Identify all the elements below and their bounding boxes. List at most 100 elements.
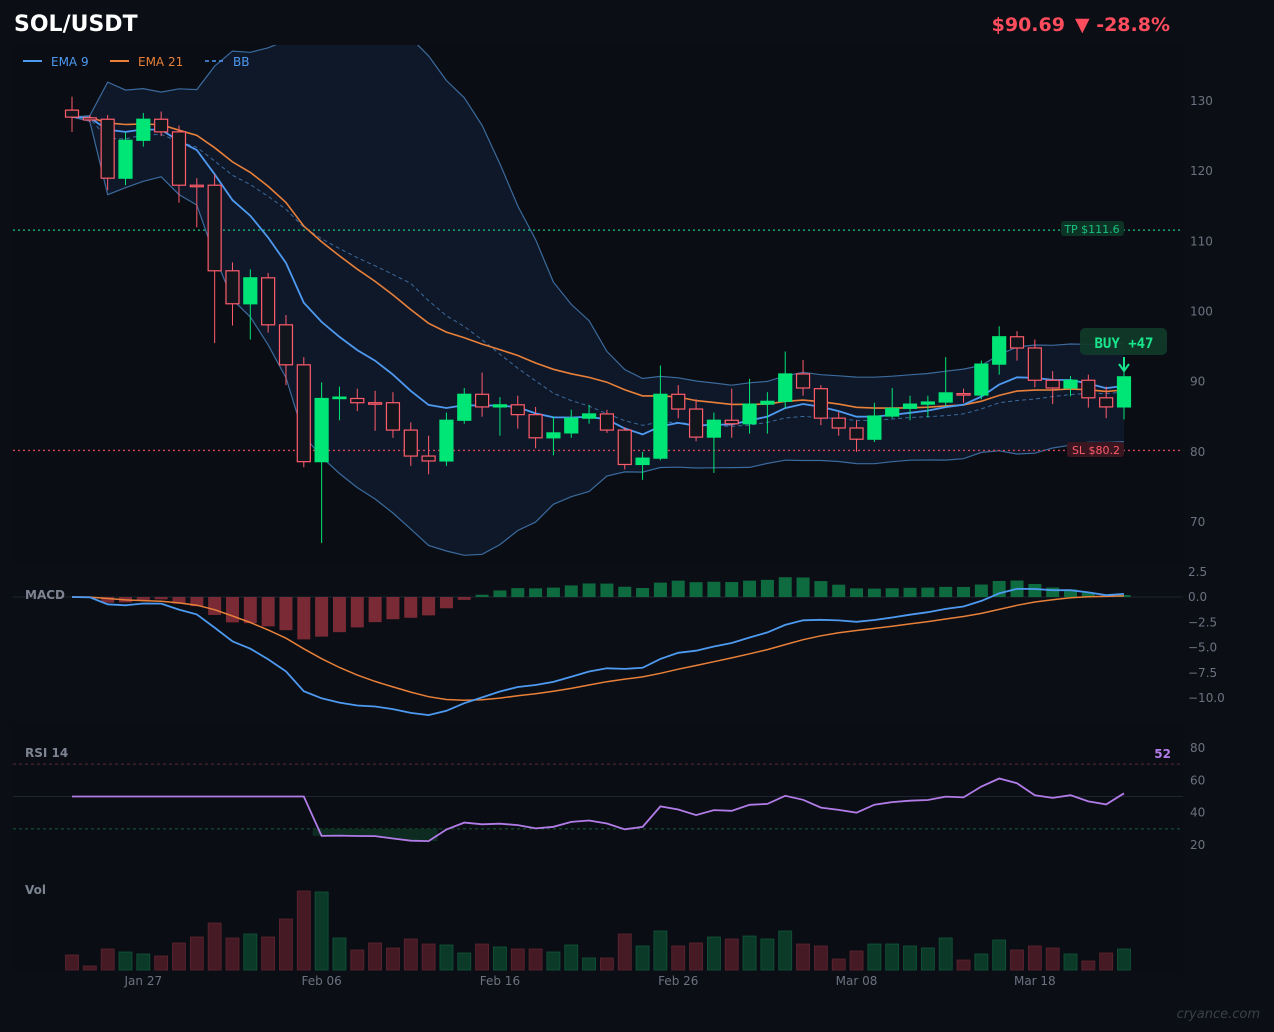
candle-body <box>564 417 579 434</box>
candle-body <box>510 404 525 416</box>
legend: EMA 9 EMA 21 BB <box>23 55 249 69</box>
macd-histogram-bar <box>903 587 917 597</box>
price-readout: $90.69 ▼ -28.8% <box>992 14 1170 36</box>
volume-bar <box>920 947 935 971</box>
axes: 130 120 110 100 90 80 70 2.5 0.0 −2.5 −5.0 −7.5 −10.… <box>124 94 1225 988</box>
candle-body <box>528 414 543 439</box>
macd-histogram-bar <box>511 588 525 597</box>
candle <box>546 416 561 456</box>
volume-bar <box>706 936 721 971</box>
bb-upper-line <box>71 45 1125 386</box>
candle-body <box>778 373 793 402</box>
volume-bar <box>885 943 900 971</box>
candle <box>849 420 864 452</box>
candle-body <box>350 397 365 404</box>
volume-bar <box>778 930 793 971</box>
macd-histogram-bar <box>867 588 881 597</box>
candle-body <box>171 131 187 186</box>
volume-bar <box>118 951 133 971</box>
candle <box>368 390 383 431</box>
volume-label: Vol <box>25 883 46 897</box>
volume-bar <box>1045 947 1060 971</box>
candle <box>885 387 900 419</box>
macd-histogram-bar <box>618 586 632 597</box>
volume-bar <box>421 943 436 971</box>
price-tick-label: 90 <box>1190 375 1205 389</box>
candle <box>528 406 543 449</box>
candle-body <box>403 429 418 457</box>
macd-histogram-bar <box>261 597 275 627</box>
candle <box>974 360 989 400</box>
macd-histogram-bar <box>172 597 186 604</box>
candle <box>296 357 311 468</box>
rsi-tick-label: 40 <box>1190 806 1205 820</box>
price-tick-label: 100 <box>1190 305 1213 319</box>
candle <box>64 96 80 132</box>
candle <box>100 115 115 191</box>
candle <box>385 392 401 438</box>
candle <box>243 269 258 340</box>
candle-body <box>617 429 632 466</box>
candle <box>599 409 615 433</box>
candle-body <box>974 363 989 396</box>
candle <box>1063 376 1078 397</box>
candle-body <box>724 419 739 425</box>
volume-bar <box>154 955 169 971</box>
candle-body <box>653 393 668 459</box>
volume-bar <box>671 945 686 971</box>
candle-body <box>1099 397 1114 408</box>
legend-ema21: EMA 21 <box>138 55 183 69</box>
volume-bar <box>546 951 561 971</box>
macd-tick-label: 0.0 <box>1188 590 1207 604</box>
volume-bar <box>528 948 543 971</box>
volume-bar <box>1081 960 1096 971</box>
macd-histogram-bar <box>707 581 721 597</box>
macd-histogram-bar <box>1028 583 1042 597</box>
macd-histogram-bar <box>582 583 596 597</box>
volume-bar <box>1063 953 1078 971</box>
candle <box>992 326 1007 375</box>
volume-bar <box>617 933 632 971</box>
candle-body <box>671 393 686 410</box>
macd-histogram-bar <box>225 597 239 623</box>
macd-histogram-bar <box>422 597 436 616</box>
macd-histogram-bar <box>101 597 115 603</box>
candle <box>742 378 757 434</box>
candle-body <box>813 388 828 419</box>
candle-body <box>207 184 222 272</box>
volume-bar <box>207 922 222 971</box>
candle-body <box>742 403 757 425</box>
volume-bar <box>849 950 864 971</box>
volume-bar <box>243 933 258 971</box>
volume-bar <box>136 953 151 971</box>
macd-histogram-bar <box>1081 592 1095 597</box>
macd-tick-label: −7.5 <box>1188 666 1217 680</box>
candle-body <box>314 397 329 463</box>
date-tick-label: Feb 06 <box>301 974 341 988</box>
volume-bar <box>742 935 757 971</box>
macd-histogram-bar <box>190 597 204 607</box>
macd-background <box>13 563 1183 723</box>
price-tick-label: 80 <box>1190 445 1205 459</box>
macd-histogram-bar <box>778 577 792 597</box>
volume-bar <box>600 957 614 971</box>
price-tick-label: 110 <box>1190 234 1213 248</box>
macd-histogram-bar <box>743 580 757 597</box>
candle-body <box>261 277 276 326</box>
candle <box>136 112 151 147</box>
candle-body <box>421 455 436 462</box>
rsi-tick-label: 60 <box>1190 773 1205 787</box>
volume-bar <box>296 890 311 971</box>
volume-bar <box>314 891 329 971</box>
candle <box>171 125 187 203</box>
candle-body <box>439 419 454 462</box>
rsi-oversold-fill <box>419 828 438 842</box>
volume-bar <box>724 938 739 971</box>
candle-body <box>385 402 401 431</box>
candle <box>813 385 828 426</box>
macd-histogram-bar <box>921 587 935 597</box>
candle <box>457 387 472 424</box>
macd-tick-label: −5.0 <box>1188 641 1217 655</box>
volume-panel <box>65 890 1131 971</box>
